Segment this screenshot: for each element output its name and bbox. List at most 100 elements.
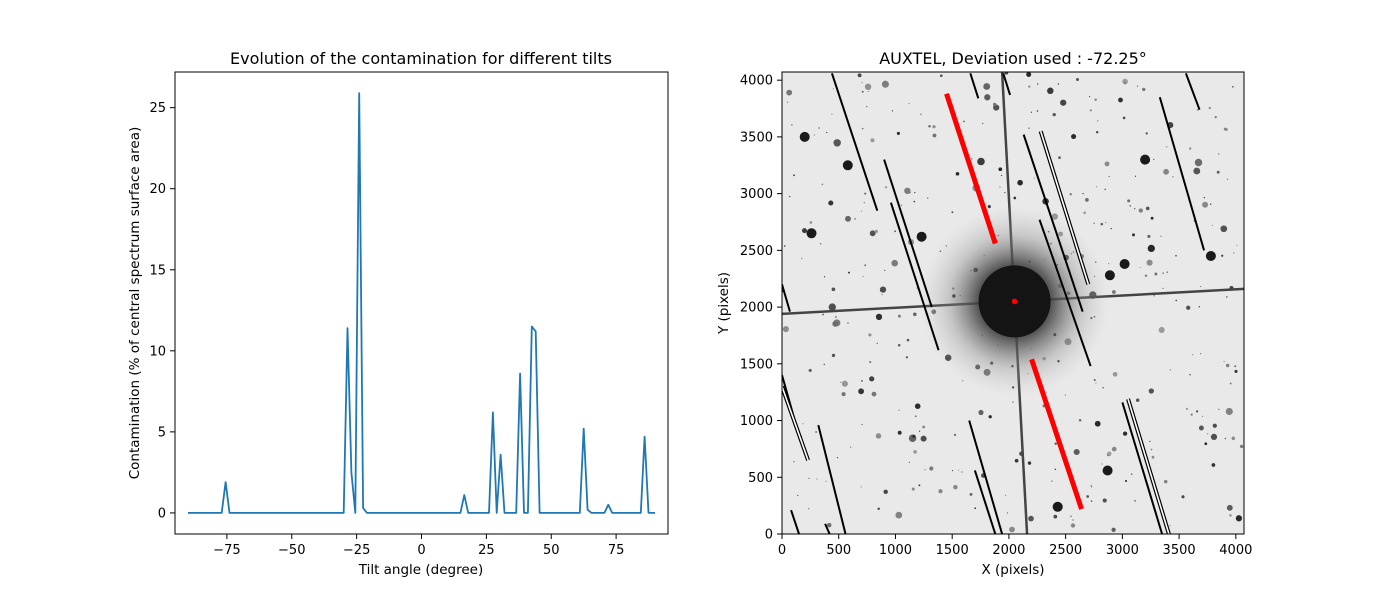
contaminant-spectrum bbox=[1121, 402, 1164, 534]
field-star bbox=[1234, 365, 1237, 368]
contaminant-spectrum-white bbox=[1127, 398, 1170, 534]
field-star bbox=[884, 269, 886, 272]
field-star bbox=[1206, 433, 1209, 435]
contaminant-spectrum bbox=[1184, 73, 1201, 111]
field-star bbox=[1150, 216, 1154, 220]
y-tick-label: 3500 bbox=[740, 130, 773, 145]
field-star bbox=[1163, 168, 1170, 175]
field-star bbox=[1000, 174, 1003, 177]
y-tick-label: 1500 bbox=[740, 357, 773, 372]
y-tick-label: 1000 bbox=[740, 414, 773, 429]
field-star bbox=[1090, 500, 1093, 502]
bright-star bbox=[842, 160, 853, 171]
field-star bbox=[1135, 398, 1140, 402]
field-star bbox=[857, 73, 862, 78]
field-star bbox=[876, 342, 879, 345]
field-star bbox=[850, 446, 852, 448]
field-star bbox=[870, 138, 875, 143]
field-star bbox=[1093, 222, 1095, 224]
field-star bbox=[860, 210, 863, 212]
field-star bbox=[927, 197, 929, 199]
field-star bbox=[835, 316, 837, 318]
field-star bbox=[782, 326, 789, 333]
x-tick-label: 0 bbox=[778, 543, 786, 558]
x-tick-label: 2000 bbox=[992, 543, 1025, 558]
y-tick-label: 2500 bbox=[740, 244, 773, 259]
field-star bbox=[1090, 486, 1093, 488]
field-star bbox=[928, 124, 931, 128]
chart-title: Evolution of the contamination for diffe… bbox=[230, 49, 612, 68]
bright-star bbox=[1104, 270, 1115, 281]
field-star bbox=[1102, 498, 1107, 503]
field-star bbox=[932, 133, 937, 138]
x-tick-label: 75 bbox=[608, 543, 625, 558]
field-star bbox=[924, 469, 926, 471]
field-star bbox=[1045, 391, 1047, 393]
field-star bbox=[1158, 326, 1165, 334]
field-star bbox=[913, 450, 917, 454]
field-star bbox=[1139, 266, 1141, 269]
auxtel-image-plot: AUXTEL, Deviation used : -72.25° 0 500 100… bbox=[716, 49, 1252, 578]
x-tick-label: −75 bbox=[213, 543, 240, 558]
field-star bbox=[908, 102, 910, 105]
field-star bbox=[813, 134, 816, 136]
field-star bbox=[1004, 72, 1009, 75]
field-star bbox=[1017, 179, 1023, 186]
field-star bbox=[801, 228, 808, 234]
x-tick-label: 0 bbox=[417, 543, 425, 558]
contaminant-spectrum bbox=[883, 159, 933, 308]
field-star bbox=[1030, 111, 1032, 113]
field-star bbox=[809, 221, 813, 224]
field-star bbox=[932, 125, 936, 129]
field-star bbox=[1216, 170, 1220, 174]
field-star bbox=[999, 186, 1001, 188]
field-star bbox=[1127, 199, 1131, 203]
field-star bbox=[969, 492, 973, 496]
field-star bbox=[961, 471, 963, 473]
field-star bbox=[1124, 479, 1128, 483]
field-star bbox=[978, 409, 984, 416]
field-star bbox=[916, 287, 918, 289]
contaminant-spectrum bbox=[889, 202, 940, 351]
field-star bbox=[953, 433, 957, 437]
y-tick-label: 5 bbox=[158, 425, 166, 440]
field-star bbox=[815, 431, 817, 433]
field-star bbox=[1203, 197, 1205, 199]
field-star bbox=[871, 391, 877, 397]
field-star bbox=[998, 167, 1003, 172]
field-star bbox=[879, 286, 887, 293]
field-star bbox=[992, 102, 997, 107]
contaminant-spectrum bbox=[969, 73, 980, 99]
field-star bbox=[864, 264, 867, 267]
field-star bbox=[1234, 369, 1238, 373]
field-star bbox=[891, 259, 898, 267]
field-star bbox=[1225, 407, 1233, 416]
field-star bbox=[913, 200, 916, 203]
field-star bbox=[1169, 524, 1171, 527]
central-spectrum bbox=[944, 93, 998, 245]
y-tick-label: 25 bbox=[149, 101, 166, 116]
x-tick-label: 1500 bbox=[936, 543, 969, 558]
field-star bbox=[1138, 208, 1143, 213]
y-tick-label: 3000 bbox=[740, 187, 773, 202]
central-star bbox=[919, 206, 1110, 397]
bright-star bbox=[1102, 465, 1113, 476]
series-line bbox=[188, 92, 655, 514]
field-star bbox=[864, 83, 872, 91]
x-tick-label: −25 bbox=[343, 543, 370, 558]
field-star bbox=[1057, 83, 1060, 85]
series-layer bbox=[188, 92, 655, 514]
field-star bbox=[1163, 479, 1168, 484]
field-star bbox=[1070, 515, 1072, 517]
field-star bbox=[1196, 108, 1199, 111]
field-star bbox=[1088, 95, 1091, 98]
field-star bbox=[1160, 235, 1162, 237]
field-star bbox=[1194, 158, 1203, 167]
field-star bbox=[1145, 206, 1150, 211]
y-axis-ticks: 0 500 1000 1500 2000 2500 3000 3500 4000 bbox=[740, 74, 782, 543]
field-star bbox=[1147, 244, 1155, 253]
field-star bbox=[1172, 176, 1174, 178]
field-star bbox=[911, 487, 915, 491]
field-star bbox=[883, 489, 888, 495]
image-frame bbox=[781, 71, 1245, 535]
